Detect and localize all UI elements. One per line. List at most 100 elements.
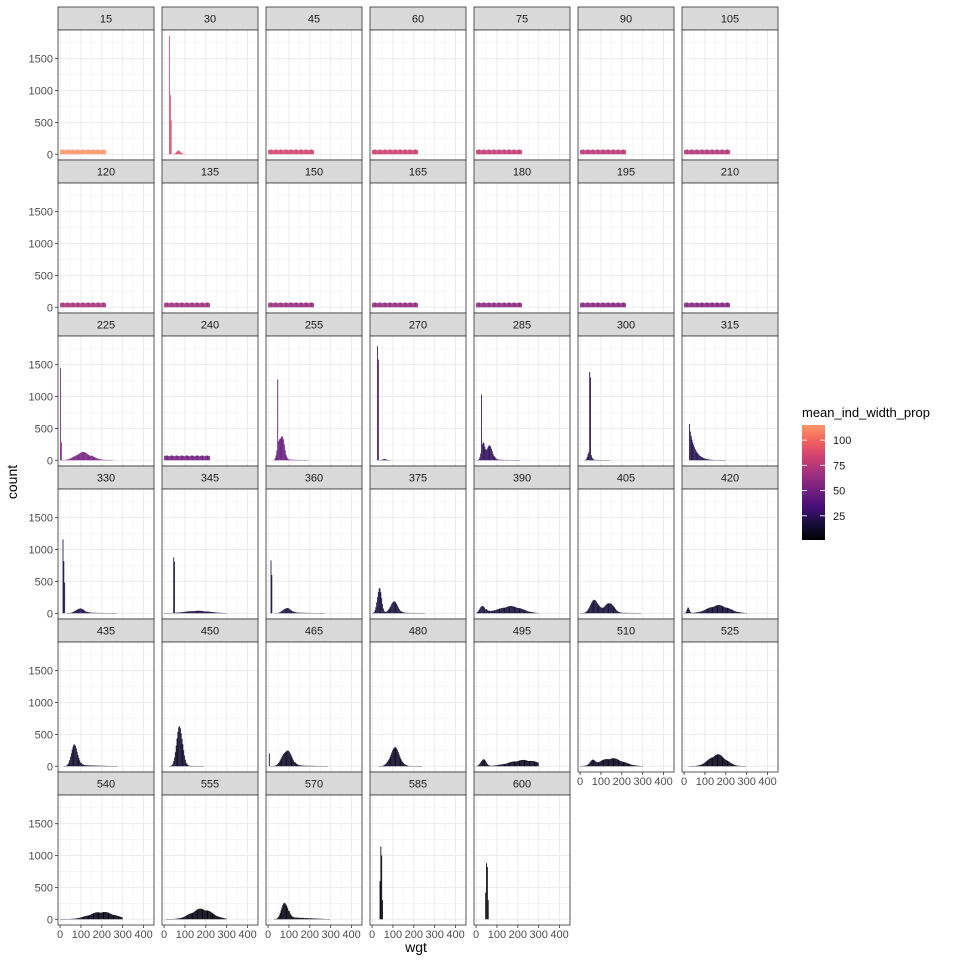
histogram-bar: [60, 442, 62, 461]
histogram-bars: [485, 863, 489, 920]
histogram-bar: [595, 600, 596, 614]
histogram-bar: [620, 303, 621, 308]
histogram-bar: [497, 459, 499, 461]
histogram-bar: [514, 302, 516, 308]
y-tick-label: 500: [35, 882, 53, 894]
histogram-bar: [293, 761, 295, 767]
histogram-bar: [724, 607, 725, 614]
histogram-bar: [694, 449, 696, 461]
histogram-bar: [706, 302, 708, 308]
legend-tick-label: 100: [833, 435, 851, 447]
histogram-bar: [277, 763, 279, 767]
histogram-bar: [516, 607, 517, 614]
histogram-bar: [387, 760, 389, 767]
facet-panel-270: 270: [369, 312, 467, 467]
histogram-bar: [494, 302, 496, 308]
histogram-bar: [585, 765, 587, 767]
histogram-bar: [299, 917, 301, 920]
histogram-bar: [294, 917, 296, 920]
histogram-bar: [303, 765, 304, 767]
histogram-bar: [391, 752, 393, 767]
histogram-bar: [607, 603, 609, 614]
histogram-bar: [273, 302, 275, 308]
histogram-bar: [695, 302, 697, 308]
histogram-bar: [278, 150, 279, 155]
histogram-bar: [379, 149, 381, 155]
histogram-bar: [398, 608, 400, 614]
y-tick-label: 1000: [29, 86, 53, 98]
facet-panel-90: 90: [577, 6, 675, 161]
histogram-bar: [415, 302, 417, 308]
histogram-bar: [491, 765, 492, 767]
histogram-bar: [686, 149, 688, 155]
histogram-bars: [268, 302, 314, 308]
histogram-bar: [169, 302, 171, 308]
panel-background: [370, 489, 466, 619]
histogram-bar: [208, 302, 210, 308]
histogram-bar: [691, 149, 693, 155]
histogram-bar: [293, 611, 295, 614]
histogram-bar: [703, 763, 705, 767]
histogram-bar: [690, 149, 692, 155]
histogram-bar: [485, 150, 487, 155]
histogram-bar: [728, 761, 730, 767]
histogram-bar: [208, 611, 210, 614]
histogram-bar: [184, 916, 186, 920]
histogram-bar: [311, 302, 313, 308]
x-tick-label: 400: [342, 929, 360, 941]
histogram-bar: [622, 612, 624, 614]
histogram-bar: [496, 459, 498, 461]
histogram-bar: [303, 150, 304, 155]
histogram-bar: [503, 764, 505, 767]
histogram-bar: [373, 149, 375, 155]
histogram-bar: [90, 914, 91, 920]
histogram-bar: [81, 149, 83, 155]
histogram-bar: [184, 611, 185, 614]
histogram-bar: [478, 764, 480, 767]
histogram-bar: [397, 750, 398, 767]
histogram-bars: [689, 754, 746, 767]
histogram-bars: [372, 302, 418, 308]
histogram-bar: [595, 303, 596, 308]
histogram-bar: [595, 302, 597, 308]
histogram-bar: [733, 764, 735, 767]
histogram-bar: [532, 761, 534, 767]
histogram-bar: [596, 302, 598, 308]
histogram-bar: [177, 918, 179, 920]
histogram-bar: [197, 302, 199, 308]
histogram-bar: [735, 611, 737, 614]
histogram-bar: [81, 302, 83, 308]
histogram-bar: [304, 917, 306, 920]
histogram-bar: [511, 149, 513, 155]
histogram-bar: [199, 455, 201, 461]
histogram-bar: [377, 150, 378, 155]
histogram-bar: [91, 765, 93, 767]
histogram-bar: [700, 456, 702, 461]
histogram-bar: [281, 907, 283, 920]
histogram-bar: [299, 612, 301, 614]
panel-background: [370, 795, 466, 925]
histogram-bar: [719, 302, 721, 308]
histogram-bar: [735, 611, 736, 614]
histogram-bar: [282, 755, 284, 767]
histogram-bar: [284, 302, 286, 308]
histogram-bar: [708, 149, 710, 155]
histogram-bar: [730, 763, 732, 767]
histogram-bar: [508, 606, 510, 614]
y-tick-label: 1000: [29, 392, 53, 404]
histogram-bar: [590, 603, 592, 614]
histogram-bar: [307, 302, 309, 308]
histogram-bar: [382, 303, 383, 308]
histogram-bar: [385, 459, 387, 461]
histogram-bar: [79, 149, 81, 155]
histogram-bar: [95, 765, 96, 767]
histogram-bar: [715, 754, 717, 767]
histogram-bar: [101, 912, 103, 920]
histogram-bar: [66, 302, 68, 308]
histogram-bar: [408, 149, 410, 155]
histogram-bar: [702, 457, 704, 461]
facet-panel-30: 30: [161, 6, 259, 161]
histogram-bar: [88, 455, 90, 461]
